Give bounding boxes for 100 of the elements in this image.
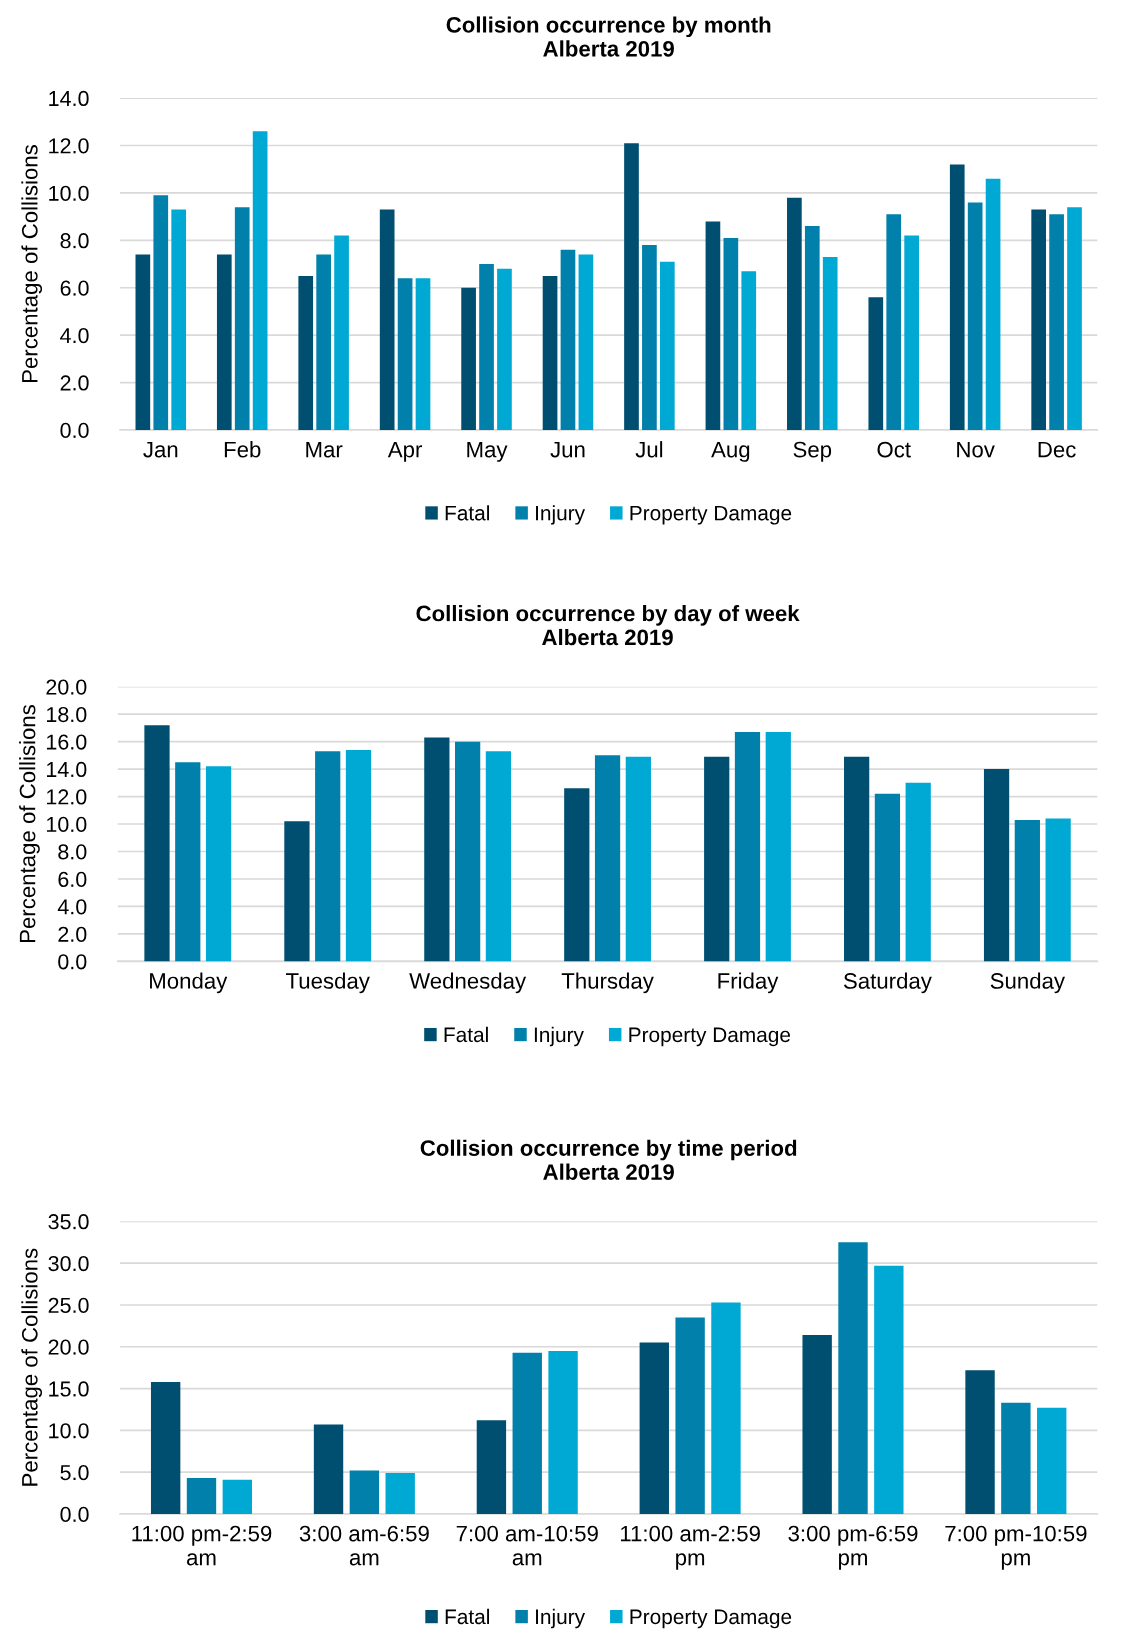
bar (315, 751, 341, 962)
y-tick-label: 5.0 (60, 1464, 89, 1481)
x-tick-label: 3:00 pm-6:59 pm (788, 1525, 918, 1570)
bar (222, 1479, 253, 1515)
bar (675, 1317, 705, 1515)
y-axis-title: Percentage of Collisions (21, 1248, 43, 1486)
y-tick-label: 6.0 (58, 871, 87, 887)
y-tick-label: 6.0 (60, 280, 89, 296)
y-tick-label: 0.0 (60, 422, 89, 439)
bar (967, 202, 983, 431)
bar (385, 1473, 415, 1515)
bar (1049, 214, 1064, 431)
y-tick-label: 25.0 (48, 1297, 89, 1313)
y-tick-label: 15.0 (49, 1381, 89, 1397)
bar (804, 226, 820, 431)
x-tick-label: 11:00 pm-2:59 am (132, 1525, 272, 1566)
bar (723, 237, 739, 431)
bar (234, 207, 250, 431)
bar (150, 1381, 181, 1515)
bar (144, 725, 170, 962)
y-tick-label: 20.0 (46, 679, 87, 695)
x-tick-label: Monday (150, 972, 228, 994)
bar (334, 235, 349, 431)
bar (485, 751, 512, 962)
legend-label: Property Damage (629, 1027, 791, 1047)
bar (874, 793, 901, 962)
bar (316, 254, 331, 431)
x-tick-label: Friday (718, 972, 779, 994)
bar (704, 756, 730, 962)
bar (424, 737, 450, 962)
bar (397, 278, 413, 431)
y-tick-label: 10.0 (49, 1423, 89, 1439)
chart-title: Collision occurrence by time period Alberta 2019 (420, 1139, 797, 1180)
bar (205, 766, 232, 962)
bar (985, 178, 1001, 431)
bar (284, 821, 310, 962)
x-tick-label: 7:00 am-10:59 am (456, 1525, 598, 1566)
bar (1037, 1407, 1067, 1515)
bar (949, 164, 965, 431)
bar (1001, 1402, 1031, 1515)
y-tick-label: 10.0 (47, 816, 87, 833)
bar (787, 197, 802, 431)
x-tick-label: Oct (877, 441, 911, 458)
y-tick-label: 2.0 (58, 926, 87, 942)
y-axis-title: Percentage of Collisions (21, 145, 43, 383)
bar (874, 1265, 904, 1515)
bar (298, 275, 314, 431)
bar (868, 297, 884, 431)
y-tick-label: 20.0 (48, 1339, 89, 1355)
x-tick-label: 11:00 am-2:59 pm (620, 1525, 760, 1570)
x-tick-label: Mar (306, 441, 343, 458)
bar (512, 1352, 542, 1515)
y-tick-label: 12.0 (47, 789, 87, 805)
bar (765, 732, 791, 962)
x-tick-label: Aug (711, 441, 750, 462)
legend-label: Fatal (445, 505, 489, 521)
bar (904, 235, 919, 431)
bar (594, 755, 621, 962)
bar (741, 271, 757, 431)
bar (542, 275, 558, 431)
bar (802, 1335, 832, 1515)
y-tick-label: 0.0 (60, 1506, 89, 1523)
y-tick-label: 16.0 (47, 734, 87, 750)
chart-title: Collision occurrence by day of week Alberta 2019 (416, 604, 800, 646)
bar (216, 254, 232, 431)
y-tick-label: 14.0 (47, 761, 87, 778)
legend-label: Injury (536, 505, 586, 525)
bar (349, 1470, 380, 1515)
bar (1031, 209, 1047, 431)
y-tick-label: 4.0 (60, 327, 89, 344)
legend-label: Fatal (445, 1608, 489, 1625)
bar (455, 741, 481, 962)
bar (186, 1478, 217, 1515)
x-tick-label: Sunday (990, 972, 1065, 994)
bar (838, 1242, 868, 1515)
y-tick-label: 10.0 (49, 185, 89, 201)
x-tick-label: Jul (635, 441, 663, 458)
bar (639, 1342, 669, 1515)
legend-label: Property Damage (630, 505, 792, 525)
x-tick-label: Sep (793, 441, 832, 462)
y-tick-label: 0.0 (58, 954, 87, 970)
bar (965, 1370, 995, 1515)
bar (252, 131, 268, 431)
y-tick-label: 30.0 (48, 1255, 89, 1272)
bar (560, 249, 576, 431)
bar (642, 245, 657, 431)
bar (345, 749, 372, 962)
y-tick-label: 35.0 (48, 1214, 89, 1230)
x-tick-label: Wednesday (409, 972, 527, 994)
bar (711, 1302, 741, 1515)
bar (476, 1420, 507, 1515)
x-tick-label: Feb (224, 441, 261, 458)
bar (578, 254, 594, 431)
legend-label: Injury (536, 1608, 586, 1629)
bar (497, 268, 512, 431)
bar (415, 278, 431, 431)
chart-title: Collision occurrence by month Alberta 2019 (446, 16, 771, 57)
bar (313, 1424, 344, 1515)
bar (734, 732, 761, 962)
bar (1014, 819, 1040, 962)
